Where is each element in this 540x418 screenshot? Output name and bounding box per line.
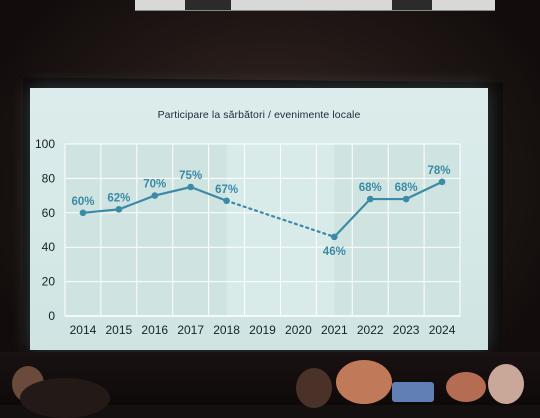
chart-title: Participare la sărbători / evenimente lo…: [157, 109, 361, 121]
x-tick-label: 2017: [177, 323, 204, 337]
x-tick-label: 2022: [357, 323, 384, 337]
data-point: [331, 233, 338, 241]
audience-head: [336, 360, 392, 404]
projection-screen: Participare la sărbători / evenimente lo…: [30, 88, 488, 350]
x-tick-label: 2016: [141, 323, 168, 337]
data-point: [438, 178, 446, 186]
series-line: [333, 180, 444, 238]
y-tick-label: 40: [42, 240, 56, 254]
data-label: 67%: [215, 184, 238, 196]
data-point: [187, 183, 194, 191]
ceiling-fixture: [392, 0, 432, 10]
data-point: [151, 192, 159, 199]
data-label: 75%: [179, 170, 202, 182]
data-point: [366, 195, 374, 203]
data-point: [402, 195, 410, 203]
audience-head: [446, 372, 486, 402]
data-label: 46%: [323, 246, 346, 258]
audience-area: [0, 352, 540, 418]
data-label: 60%: [71, 196, 94, 208]
data-point: [79, 209, 87, 217]
x-tick-label: 2021: [321, 323, 348, 337]
x-tick-label: 2024: [429, 323, 456, 337]
y-tick-label: 80: [42, 171, 56, 185]
data-label: 68%: [395, 182, 418, 194]
y-tick-label: 0: [48, 309, 55, 323]
series-gap-dotted-line: [225, 199, 336, 238]
data-point: [115, 206, 123, 213]
y-tick-label: 60: [42, 206, 56, 220]
audience-head: [296, 368, 332, 408]
line-chart: 0 20 40 60 80 100 2014 2015 2016 2017 2018 2019 2020…: [35, 137, 461, 337]
audience-head: [20, 378, 110, 418]
x-tick-label: 2023: [393, 323, 420, 337]
data-label: 62%: [107, 192, 130, 204]
audience-head: [488, 364, 524, 404]
ceiling-fixture: [185, 0, 231, 10]
data-label: 68%: [359, 182, 382, 194]
y-tick-label: 100: [35, 137, 55, 151]
audience-head: [392, 382, 434, 402]
ceiling-panel: [135, 0, 495, 11]
data-label: 78%: [428, 165, 451, 177]
x-tick-label: 2018: [213, 323, 240, 337]
x-tick-label: 2020: [285, 323, 312, 337]
x-tick-label: 2019: [249, 323, 276, 337]
data-label: 70%: [143, 179, 166, 191]
x-tick-label: 2015: [106, 323, 133, 337]
x-tick-label: 2014: [70, 323, 97, 337]
data-point: [223, 197, 230, 205]
y-tick-label: 20: [42, 275, 56, 289]
